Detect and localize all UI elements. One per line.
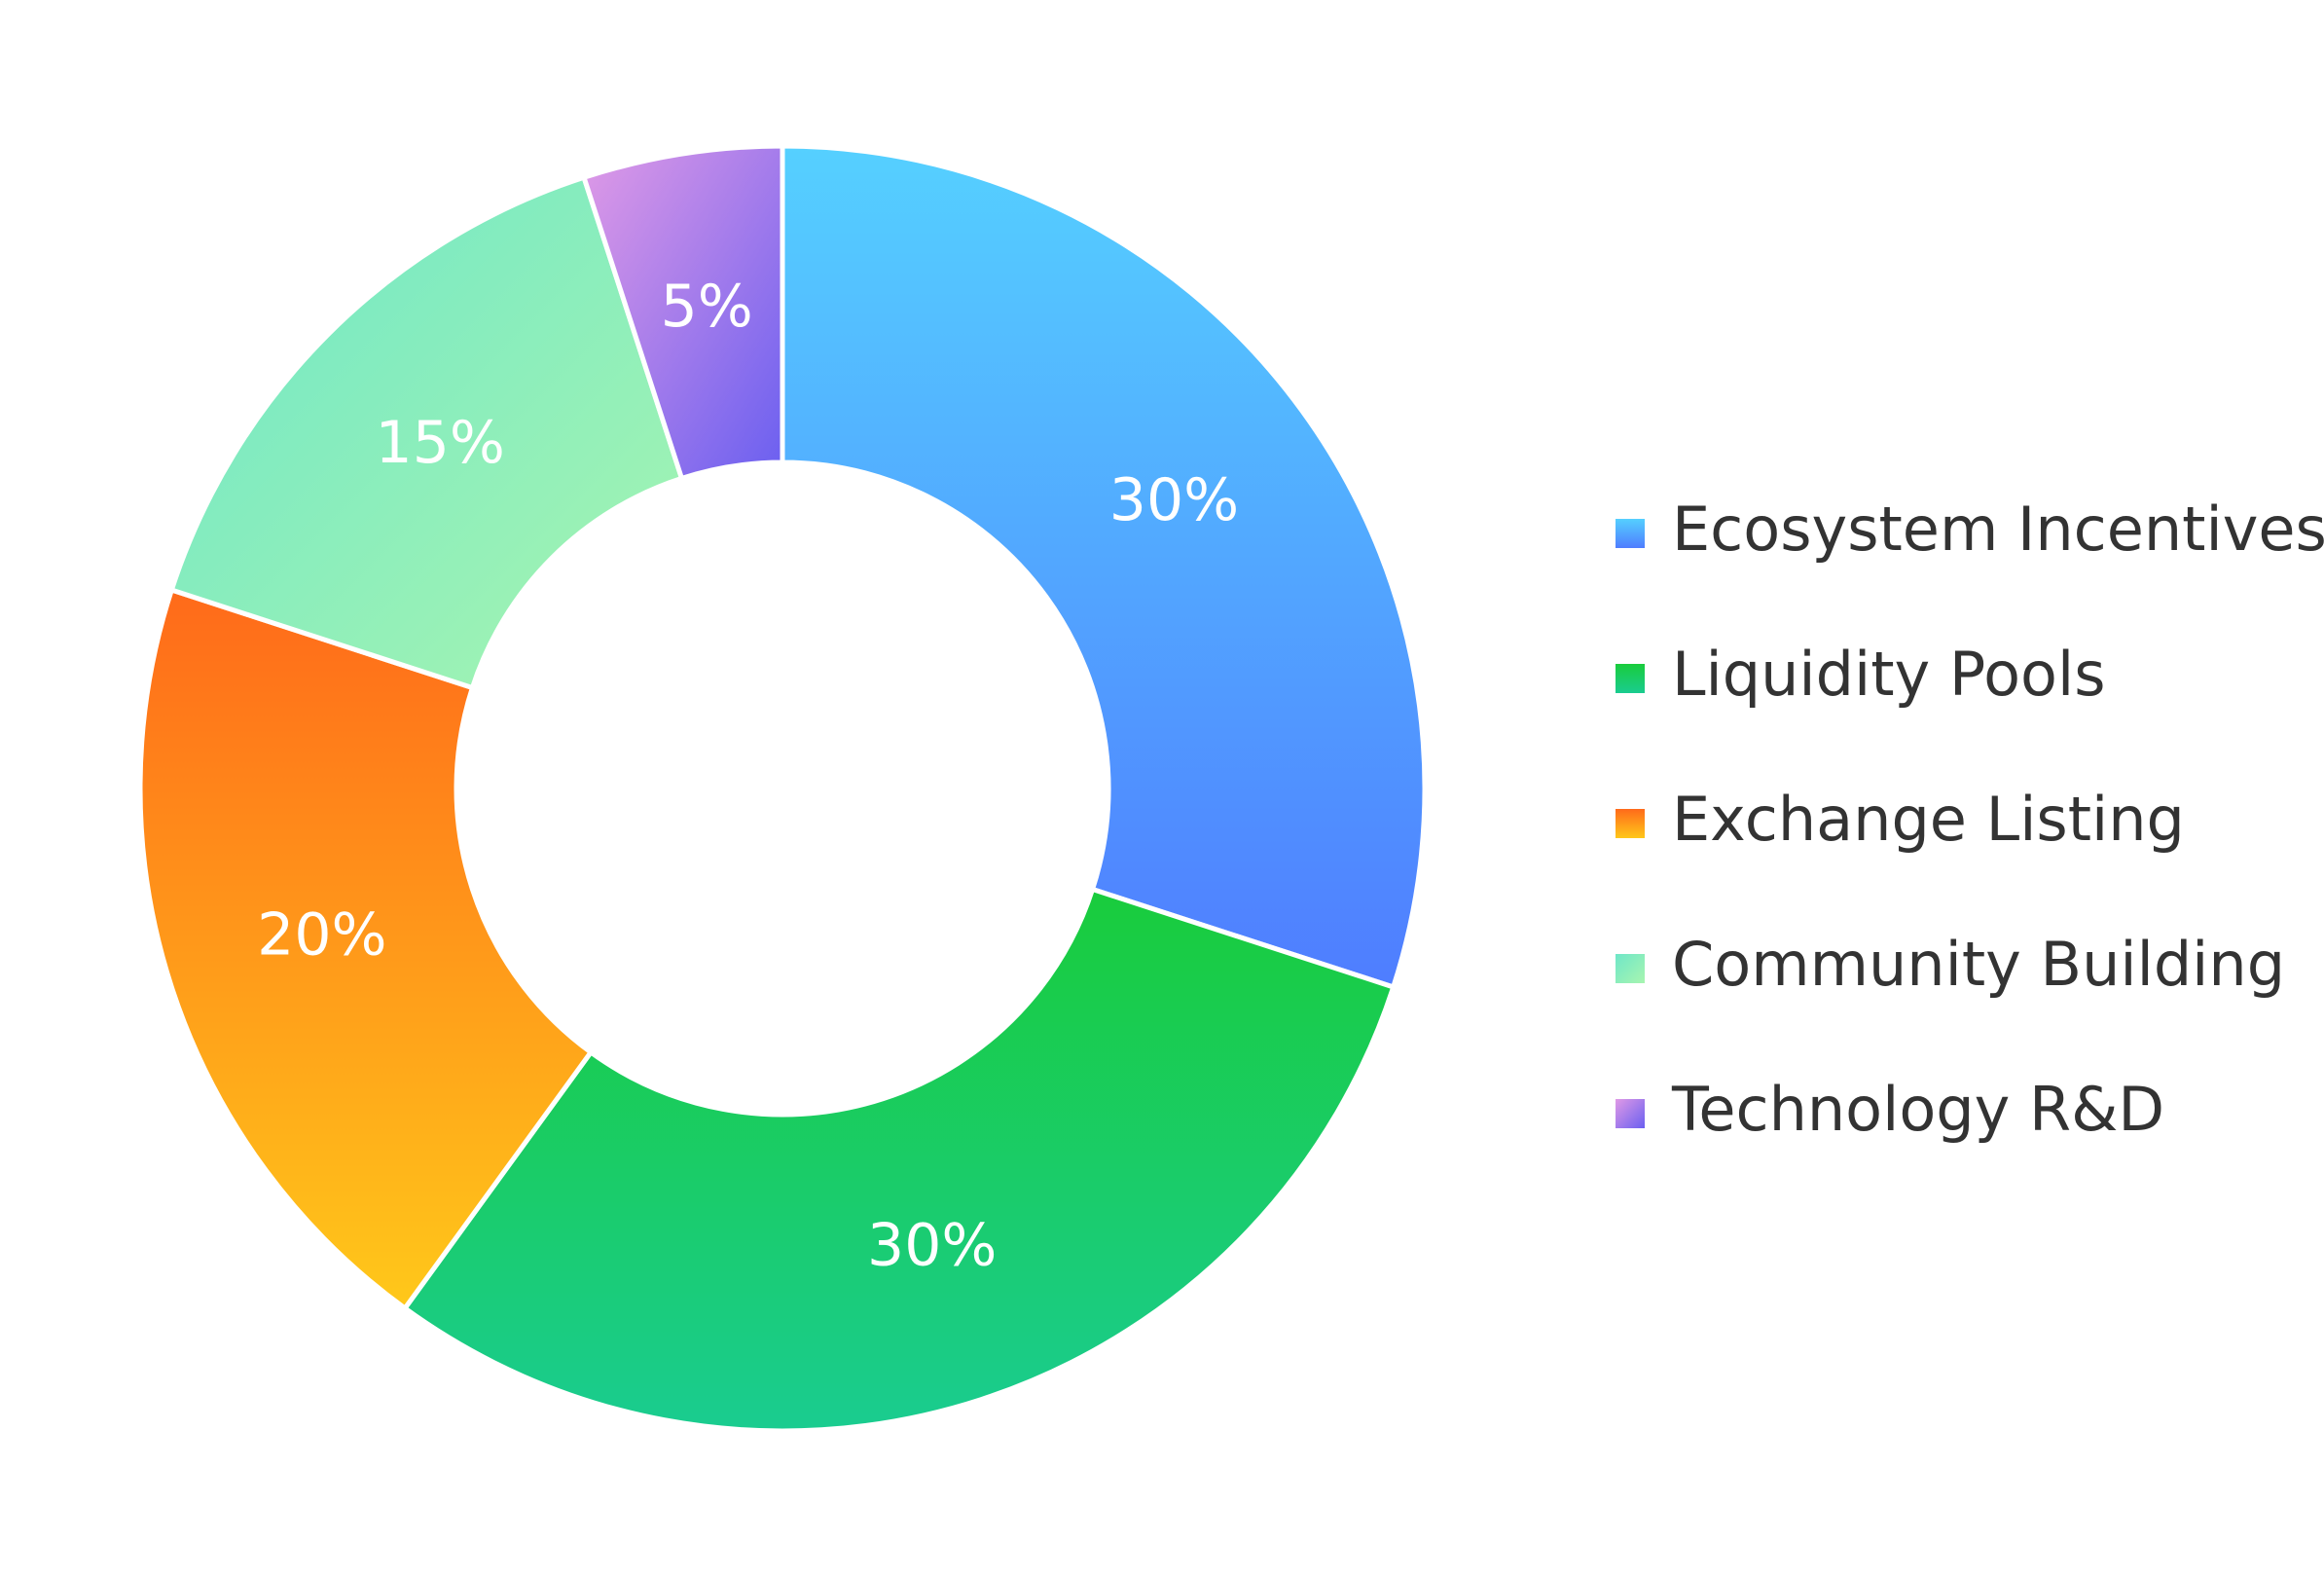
value-label: 20% bbox=[257, 900, 386, 969]
legend-label: Technology R&D bbox=[1671, 1074, 2164, 1145]
donut-slice bbox=[401, 886, 1397, 1434]
value-label: 5% bbox=[661, 273, 753, 341]
legend-label: Liquidity Pools bbox=[1672, 639, 2106, 710]
donut-slice bbox=[580, 143, 785, 482]
legend-swatch bbox=[1616, 1099, 1645, 1128]
legend-swatch bbox=[1616, 954, 1645, 983]
legend-label: Community Building bbox=[1672, 929, 2285, 1000]
donut-slice bbox=[780, 143, 1428, 991]
legend-swatch bbox=[1616, 809, 1645, 838]
legend-label: Ecosystem Incentives bbox=[1672, 494, 2324, 565]
legend-swatch bbox=[1616, 519, 1645, 548]
legend-swatch bbox=[1616, 664, 1645, 693]
value-label: 15% bbox=[376, 409, 505, 477]
value-label: 30% bbox=[1109, 466, 1239, 534]
donut-slice bbox=[137, 586, 595, 1312]
legend-label: Exchange Listing bbox=[1672, 784, 2185, 855]
donut-slice bbox=[168, 174, 685, 691]
value-label: 30% bbox=[867, 1212, 997, 1280]
